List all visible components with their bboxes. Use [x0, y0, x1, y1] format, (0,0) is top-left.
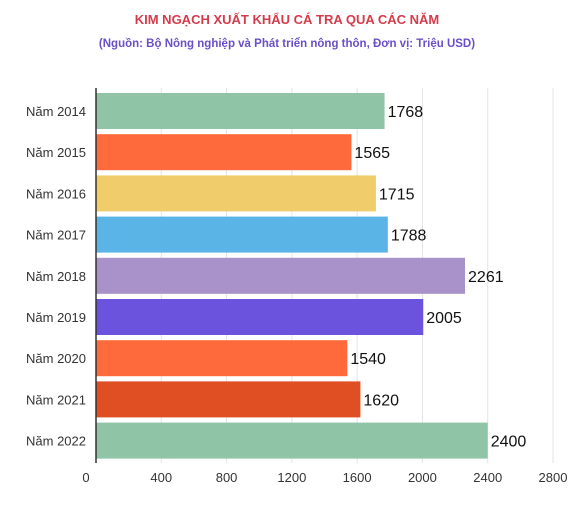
chart-subtitle: (Nguồn: Bộ Nông nghiệp và Phát triển nôn…	[98, 38, 476, 50]
bar	[96, 299, 424, 335]
y-category-label: Năm 2016	[26, 186, 86, 201]
y-category-label: Năm 2015	[26, 145, 86, 160]
chart-title: KIM NGẠCH XUẤT KHẨU CÁ TRA QUA CÁC NĂM	[134, 12, 440, 27]
data-label: 2005	[426, 310, 462, 327]
data-label: 1565	[354, 145, 390, 162]
y-category-label: Năm 2022	[26, 434, 86, 449]
y-category-label: Năm 2014	[26, 104, 86, 119]
x-tick-label: 1200	[277, 470, 306, 485]
x-tick-label: 800	[216, 470, 238, 485]
bar	[96, 257, 466, 294]
bar	[96, 216, 388, 253]
data-label: 2400	[491, 434, 527, 451]
bar	[96, 175, 376, 212]
bars	[96, 93, 488, 459]
data-label: 1715	[379, 186, 415, 203]
y-category-label: Năm 2021	[26, 392, 86, 407]
y-category-label: Năm 2019	[26, 310, 86, 325]
y-category-label: Năm 2017	[26, 228, 86, 243]
bar	[96, 422, 488, 459]
x-tick-label: 400	[150, 470, 172, 485]
data-label: 2261	[468, 269, 504, 286]
bar	[96, 93, 385, 129]
labels: 0 400 800 1200 1600 2000 2400 2800 Năm 2014 1768 N…	[26, 104, 567, 485]
bar	[96, 381, 361, 418]
x-tick-label: 2800	[539, 470, 568, 485]
bar	[96, 134, 352, 171]
bar	[96, 340, 348, 377]
y-category-label: Năm 2020	[26, 351, 86, 366]
data-label: 1540	[350, 351, 386, 368]
data-label: 1620	[363, 392, 399, 409]
x-tick-label: 2400	[473, 470, 502, 485]
data-label: 1768	[388, 104, 424, 121]
data-label: 1788	[391, 228, 427, 245]
x-tick-label: 1600	[343, 470, 372, 485]
y-category-label: Năm 2018	[26, 269, 86, 284]
x-tick-label: 0	[82, 470, 89, 485]
x-tick-label: 2000	[408, 470, 437, 485]
